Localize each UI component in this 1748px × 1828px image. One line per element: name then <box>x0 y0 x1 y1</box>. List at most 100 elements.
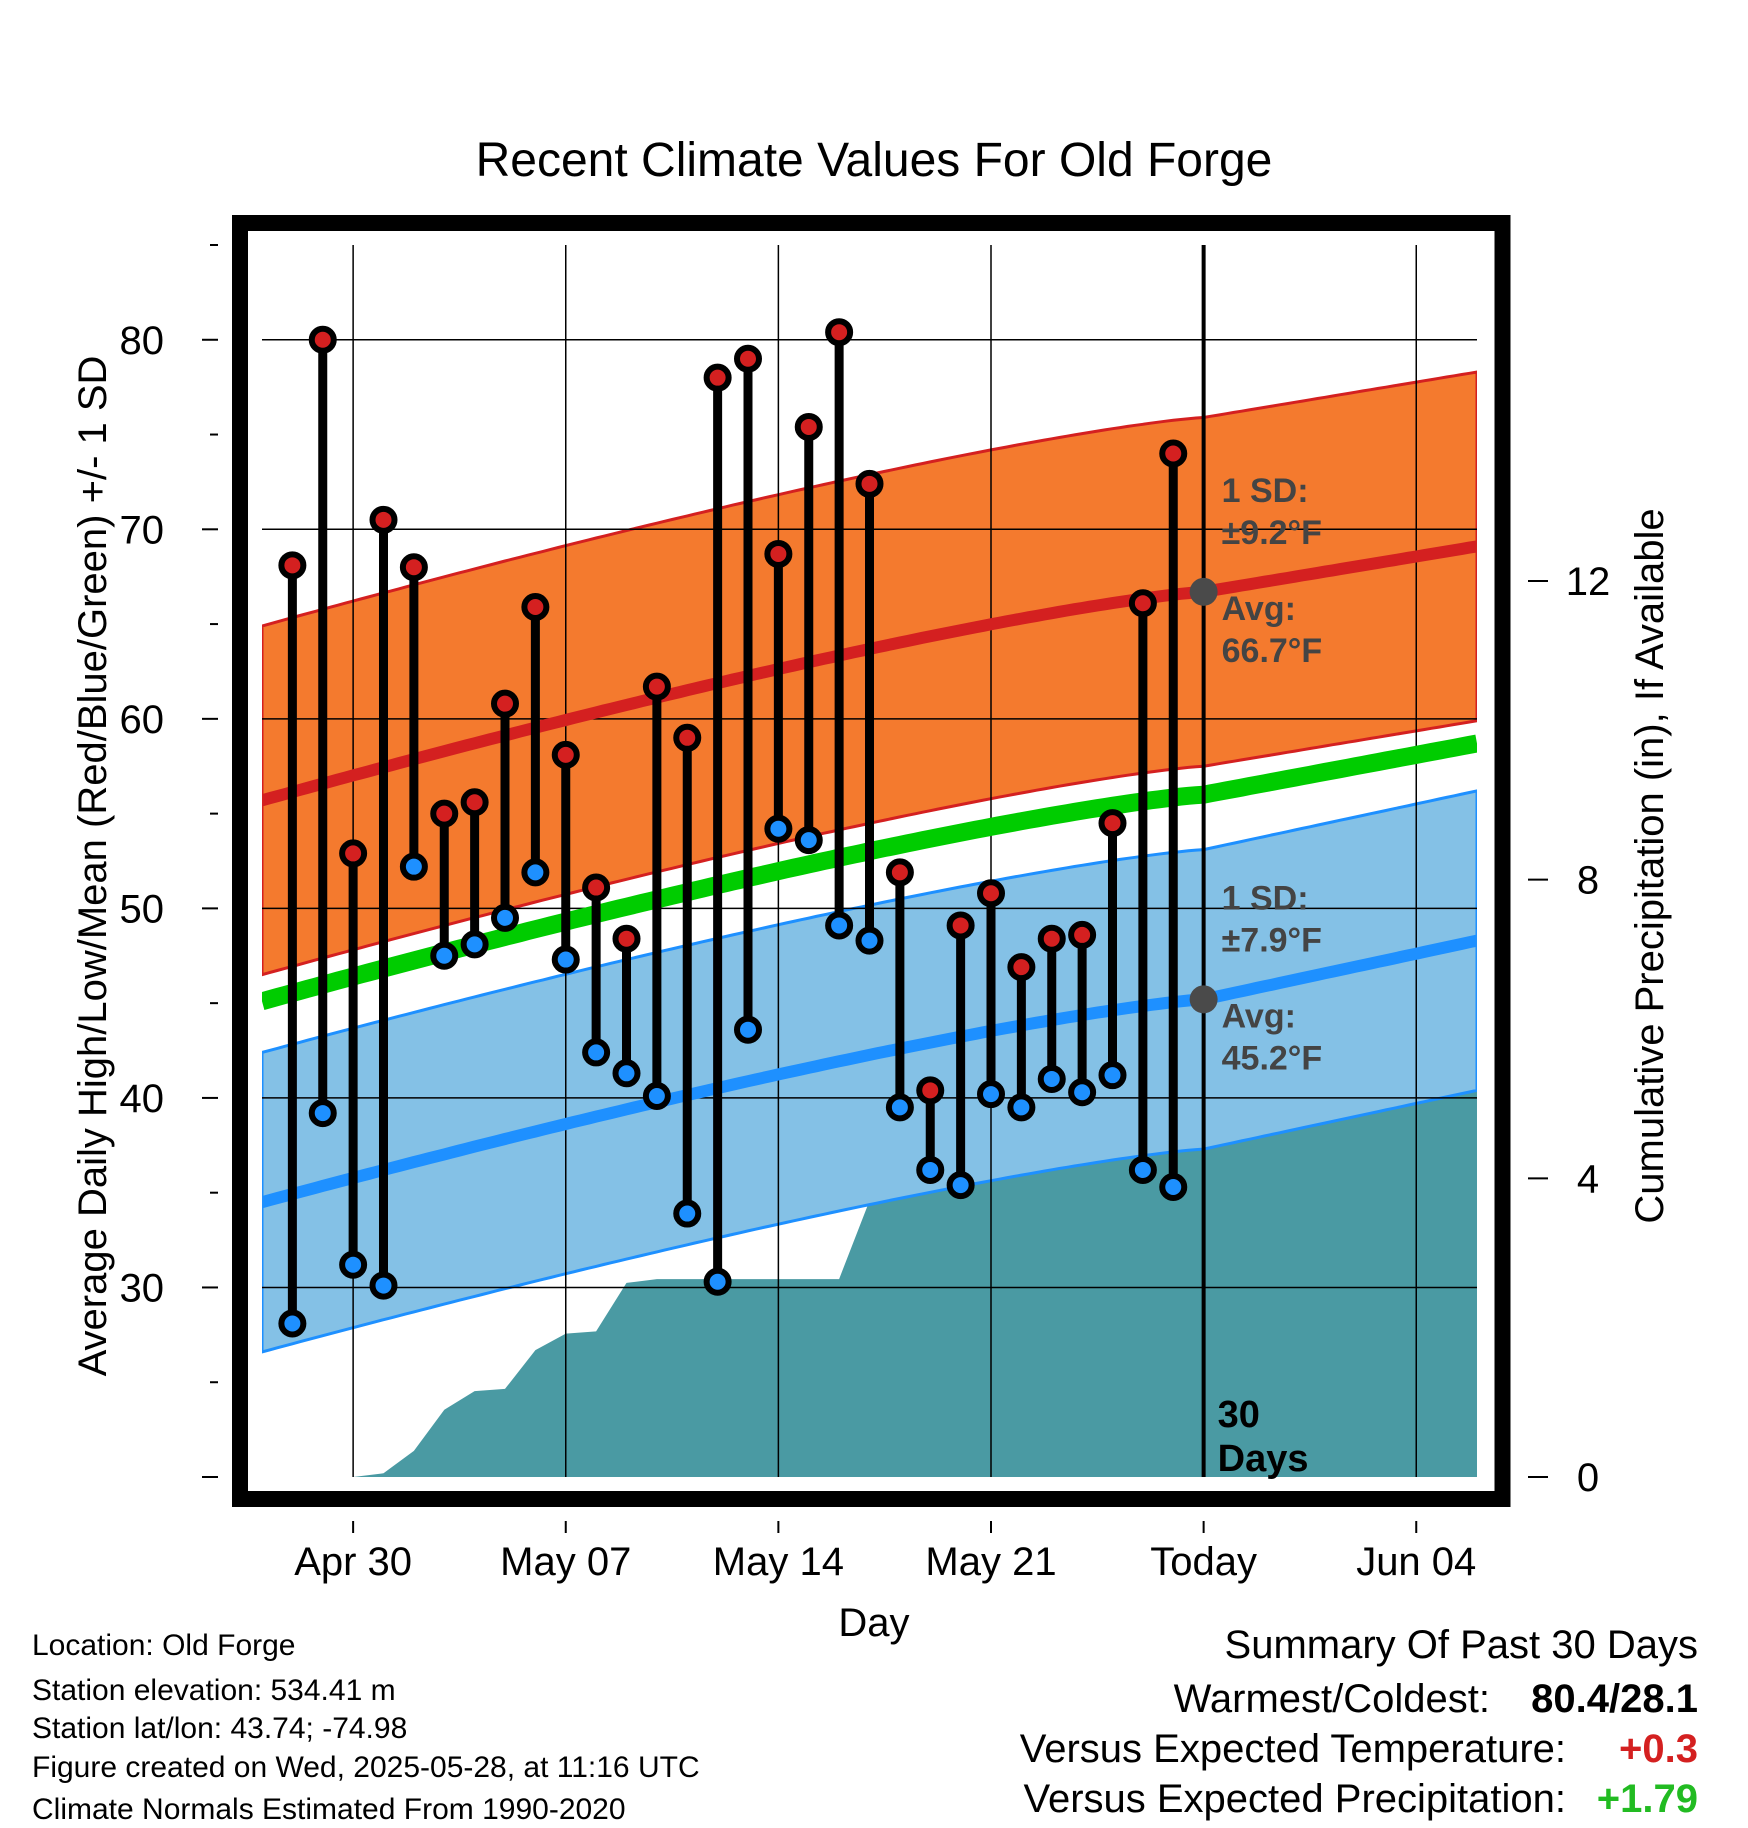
warmest-coldest-value: 80.4/28.1 <box>1531 1677 1698 1721</box>
y-tick-label: 40 <box>120 1077 165 1121</box>
daily-low-point <box>1128 1155 1157 1184</box>
daily-high-point <box>278 551 307 580</box>
y2-tick-label: 8 <box>1577 859 1599 903</box>
daily-low-point <box>1068 1078 1097 1107</box>
daily-high-point <box>977 879 1005 908</box>
y-tick-label: 30 <box>120 1266 165 1310</box>
daily-high-point <box>551 740 580 769</box>
daily-high-point <box>308 325 337 354</box>
daily-high-point <box>369 505 398 534</box>
daily-high-point <box>642 672 671 701</box>
footer-location: Location: Old Forge <box>32 1629 295 1662</box>
today-low-avg-marker <box>1189 985 1218 1014</box>
y-tick-label: 60 <box>120 698 165 742</box>
footer-latlon: Station lat/lon: 43.74; -74.98 <box>32 1712 407 1745</box>
y-axis-label-right: Cumulative Precipitation (in), If Availa… <box>1628 508 1672 1223</box>
x-axis-label: Day <box>838 1601 909 1645</box>
x-tick-label: May 07 <box>500 1540 631 1584</box>
chart-title: Recent Climate Values For Old Forge <box>476 134 1273 187</box>
high-avg-value: 66.7°F <box>1222 632 1323 670</box>
footer-elevation: Station elevation: 534.41 m <box>32 1674 396 1707</box>
daily-low-point <box>460 930 489 959</box>
daily-low-point <box>1098 1061 1127 1090</box>
daily-high-point <box>582 873 611 902</box>
precip-anomaly-label: Versus Expected Precipitation: <box>1023 1777 1566 1821</box>
x-tick-label: Jun 04 <box>1356 1540 1476 1584</box>
daily-high-point <box>794 412 823 441</box>
y-axis-label-left: Average Daily High/Low/Mean (Red/Blue/Gr… <box>71 356 115 1377</box>
daily-high-point <box>612 924 641 953</box>
low-avg-label: Avg: <box>1222 997 1296 1035</box>
daily-low-point <box>399 852 428 881</box>
daily-low-point <box>825 911 854 940</box>
days-count: 30 <box>1218 1394 1260 1436</box>
plot-frame <box>232 215 1511 1507</box>
daily-low-point <box>885 1093 914 1122</box>
daily-high-point <box>521 593 550 622</box>
y2-tick-label: 0 <box>1577 1456 1599 1500</box>
footer-normals: Climate Normals Estimated From 1990-2020 <box>32 1793 626 1826</box>
daily-high-point <box>1159 439 1188 468</box>
daily-high-point <box>734 344 762 373</box>
x-tick-label: Apr 30 <box>294 1540 412 1584</box>
daily-low-point <box>794 826 823 855</box>
y-tick-label: 70 <box>120 508 165 552</box>
daily-low-point <box>278 1309 307 1338</box>
x-tick-label: Today <box>1150 1540 1257 1584</box>
daily-high-point <box>1068 920 1097 949</box>
high-sd-label: 1 SD: <box>1222 472 1309 510</box>
precip-anomaly-value: +1.79 <box>1597 1777 1698 1821</box>
daily-high-point <box>1037 924 1066 953</box>
daily-low-point <box>855 926 884 955</box>
y2-tick-label: 4 <box>1577 1157 1599 1201</box>
daily-low-point <box>734 1015 762 1044</box>
warmest-coldest-label: Warmest/Coldest: <box>1174 1677 1490 1721</box>
summary-title: Summary Of Past 30 Days <box>1225 1623 1698 1667</box>
daily-low-point <box>339 1250 368 1279</box>
daily-low-point <box>491 903 519 932</box>
daily-high-point <box>399 553 428 582</box>
daily-high-point <box>764 539 793 568</box>
low-avg-value: 45.2°F <box>1222 1039 1323 1077</box>
daily-low-point <box>430 941 459 970</box>
daily-high-point <box>946 911 975 940</box>
daily-low-point <box>703 1267 732 1296</box>
daily-high-point <box>825 318 854 347</box>
daily-high-point <box>916 1076 945 1105</box>
daily-low-point <box>551 945 580 974</box>
daily-high-point <box>703 363 732 392</box>
daily-low-point <box>582 1038 611 1067</box>
daily-high-point <box>430 799 459 828</box>
x-tick-label: May 14 <box>713 1540 844 1584</box>
high-avg-label: Avg: <box>1222 590 1296 628</box>
daily-high-point <box>460 788 489 817</box>
temp-anomaly-label: Versus Expected Temperature: <box>1020 1727 1566 1771</box>
y2-tick-label: 12 <box>1566 560 1611 604</box>
plot-content <box>262 245 1477 1477</box>
high-sd-value: ±9.2°F <box>1222 514 1322 552</box>
daily-high-point <box>1098 809 1127 838</box>
low-sd-label: 1 SD: <box>1222 879 1309 917</box>
daily-low-point <box>1159 1173 1188 1202</box>
daily-low-point <box>764 814 793 843</box>
daily-low-point <box>1037 1064 1066 1093</box>
footer-created: Figure created on Wed, 2025-05-28, at 11… <box>32 1751 700 1784</box>
plot-area: 30 40 50 60 70 80 0 4 8 12 Apr 30 May 07 May 14 May 2… <box>120 215 1611 1584</box>
daily-low-point <box>946 1171 975 1200</box>
daily-high-point <box>491 689 519 718</box>
y-tick-label: 80 <box>120 319 165 363</box>
normal-low-line <box>262 934 1477 1208</box>
daily-low-point <box>612 1059 641 1088</box>
daily-low-point <box>642 1082 671 1111</box>
daily-low-point <box>369 1271 398 1300</box>
daily-high-point <box>855 469 884 498</box>
temp-anomaly-value: +0.3 <box>1619 1727 1698 1771</box>
daily-high-point <box>339 839 368 868</box>
daily-low-point <box>977 1080 1005 1109</box>
daily-low-point <box>916 1155 945 1184</box>
daily-low-point <box>308 1099 337 1128</box>
daily-high-point <box>1007 953 1036 982</box>
days-label: Days <box>1218 1438 1309 1480</box>
daily-high-point <box>1128 589 1157 618</box>
